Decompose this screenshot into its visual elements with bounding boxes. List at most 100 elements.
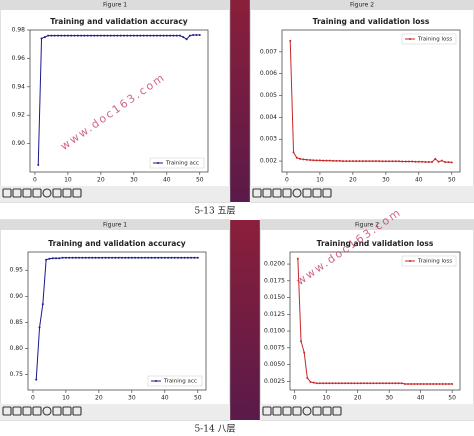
toolbar-button[interactable] xyxy=(312,406,322,416)
data-point xyxy=(60,34,63,37)
data-point xyxy=(332,159,335,162)
toolbar-button[interactable] xyxy=(302,188,312,198)
data-point xyxy=(417,160,420,163)
toolbar-button[interactable] xyxy=(12,188,22,198)
data-point xyxy=(391,160,394,163)
toolbar-button[interactable] xyxy=(272,188,282,198)
data-point xyxy=(57,34,60,37)
toolbar-button[interactable] xyxy=(12,406,22,416)
toolbar-button[interactable] xyxy=(322,406,332,416)
legend-box xyxy=(401,33,457,45)
data-point xyxy=(40,37,43,40)
toolbar-button[interactable] xyxy=(72,188,82,198)
data-point xyxy=(440,159,443,162)
data-point xyxy=(159,34,162,37)
data-point xyxy=(441,382,444,385)
toolbar-button[interactable] xyxy=(312,188,322,198)
toolbar-button[interactable] xyxy=(62,406,72,416)
toolbar-button[interactable] xyxy=(22,406,32,416)
data-point xyxy=(416,382,419,385)
data-point xyxy=(162,34,165,37)
data-point xyxy=(73,34,76,37)
data-point xyxy=(407,382,410,385)
data-point xyxy=(362,382,365,385)
plot-frame xyxy=(281,29,461,173)
data-point xyxy=(41,303,44,306)
data-point xyxy=(99,34,102,37)
toolbar-button[interactable] xyxy=(2,188,12,198)
data-point xyxy=(451,382,454,385)
toolbar-button[interactable] xyxy=(2,406,12,416)
data-point xyxy=(388,160,391,163)
toolbar-button[interactable] xyxy=(322,188,332,198)
data-point xyxy=(104,256,107,259)
data-point xyxy=(328,382,331,385)
data-point xyxy=(119,34,122,37)
legend-label: Training loss xyxy=(417,37,452,43)
toolbar-button[interactable] xyxy=(252,188,262,198)
y-tick-label: 0.80 xyxy=(10,345,24,352)
window-title: Figure 2 xyxy=(350,2,374,9)
data-point xyxy=(374,160,377,163)
data-point xyxy=(398,160,401,163)
chart-title: Training and validation loss xyxy=(317,239,434,248)
window-title: Figure 1 xyxy=(103,2,127,9)
toolbar-button[interactable] xyxy=(42,406,52,416)
toolbar-button[interactable] xyxy=(282,406,292,416)
window-title: Figure 1 xyxy=(103,222,127,229)
data-point xyxy=(153,256,156,259)
data-point xyxy=(309,158,312,161)
toolbar-button[interactable] xyxy=(262,406,272,416)
desktop xyxy=(228,220,262,420)
toolbar-button[interactable] xyxy=(282,188,292,198)
data-point xyxy=(58,257,61,260)
data-point xyxy=(378,160,381,163)
data-point xyxy=(432,382,435,385)
data-point xyxy=(167,256,170,259)
toolbar-button[interactable] xyxy=(292,406,302,416)
legend-marker xyxy=(157,162,159,164)
data-point xyxy=(78,256,81,259)
toolbar-button[interactable] xyxy=(52,406,62,416)
data-point xyxy=(126,34,129,37)
toolbar-button[interactable] xyxy=(42,188,52,198)
data-point xyxy=(318,382,321,385)
toolbar-button[interactable] xyxy=(32,188,42,198)
toolbar-button[interactable] xyxy=(72,406,82,416)
plot-frame xyxy=(29,29,209,173)
data-point xyxy=(127,256,130,259)
data-point xyxy=(68,256,71,259)
data-point xyxy=(55,257,58,260)
data-point xyxy=(296,257,299,260)
x-tick-label: 0 xyxy=(33,177,37,184)
data-point xyxy=(173,256,176,259)
data-point xyxy=(89,34,92,37)
data-point xyxy=(113,34,116,37)
data-point xyxy=(144,256,147,259)
toolbar-button[interactable] xyxy=(62,188,72,198)
toolbar-button[interactable] xyxy=(22,188,32,198)
toolbar-button[interactable] xyxy=(272,406,282,416)
data-point xyxy=(306,376,309,379)
x-tick-label: 30 xyxy=(130,177,138,184)
x-tick-label: 40 xyxy=(417,395,425,402)
data-point xyxy=(120,256,123,259)
chart-title: Training and validation accuracy xyxy=(48,239,186,248)
data-point xyxy=(140,256,143,259)
data-point xyxy=(109,34,112,37)
x-tick-label: 30 xyxy=(385,395,393,402)
data-point xyxy=(429,382,432,385)
data-point xyxy=(111,256,114,259)
toolbar-button[interactable] xyxy=(262,188,272,198)
data-point xyxy=(361,160,364,163)
legend-box xyxy=(401,255,457,267)
data-point xyxy=(66,34,69,37)
toolbar-button[interactable] xyxy=(32,406,42,416)
toolbar-button[interactable] xyxy=(332,406,342,416)
data-point xyxy=(70,34,73,37)
toolbar-button[interactable] xyxy=(52,188,62,198)
toolbar-button[interactable] xyxy=(292,188,302,198)
data-point xyxy=(87,256,90,259)
toolbar-button[interactable] xyxy=(302,406,312,416)
data-point xyxy=(437,160,440,163)
